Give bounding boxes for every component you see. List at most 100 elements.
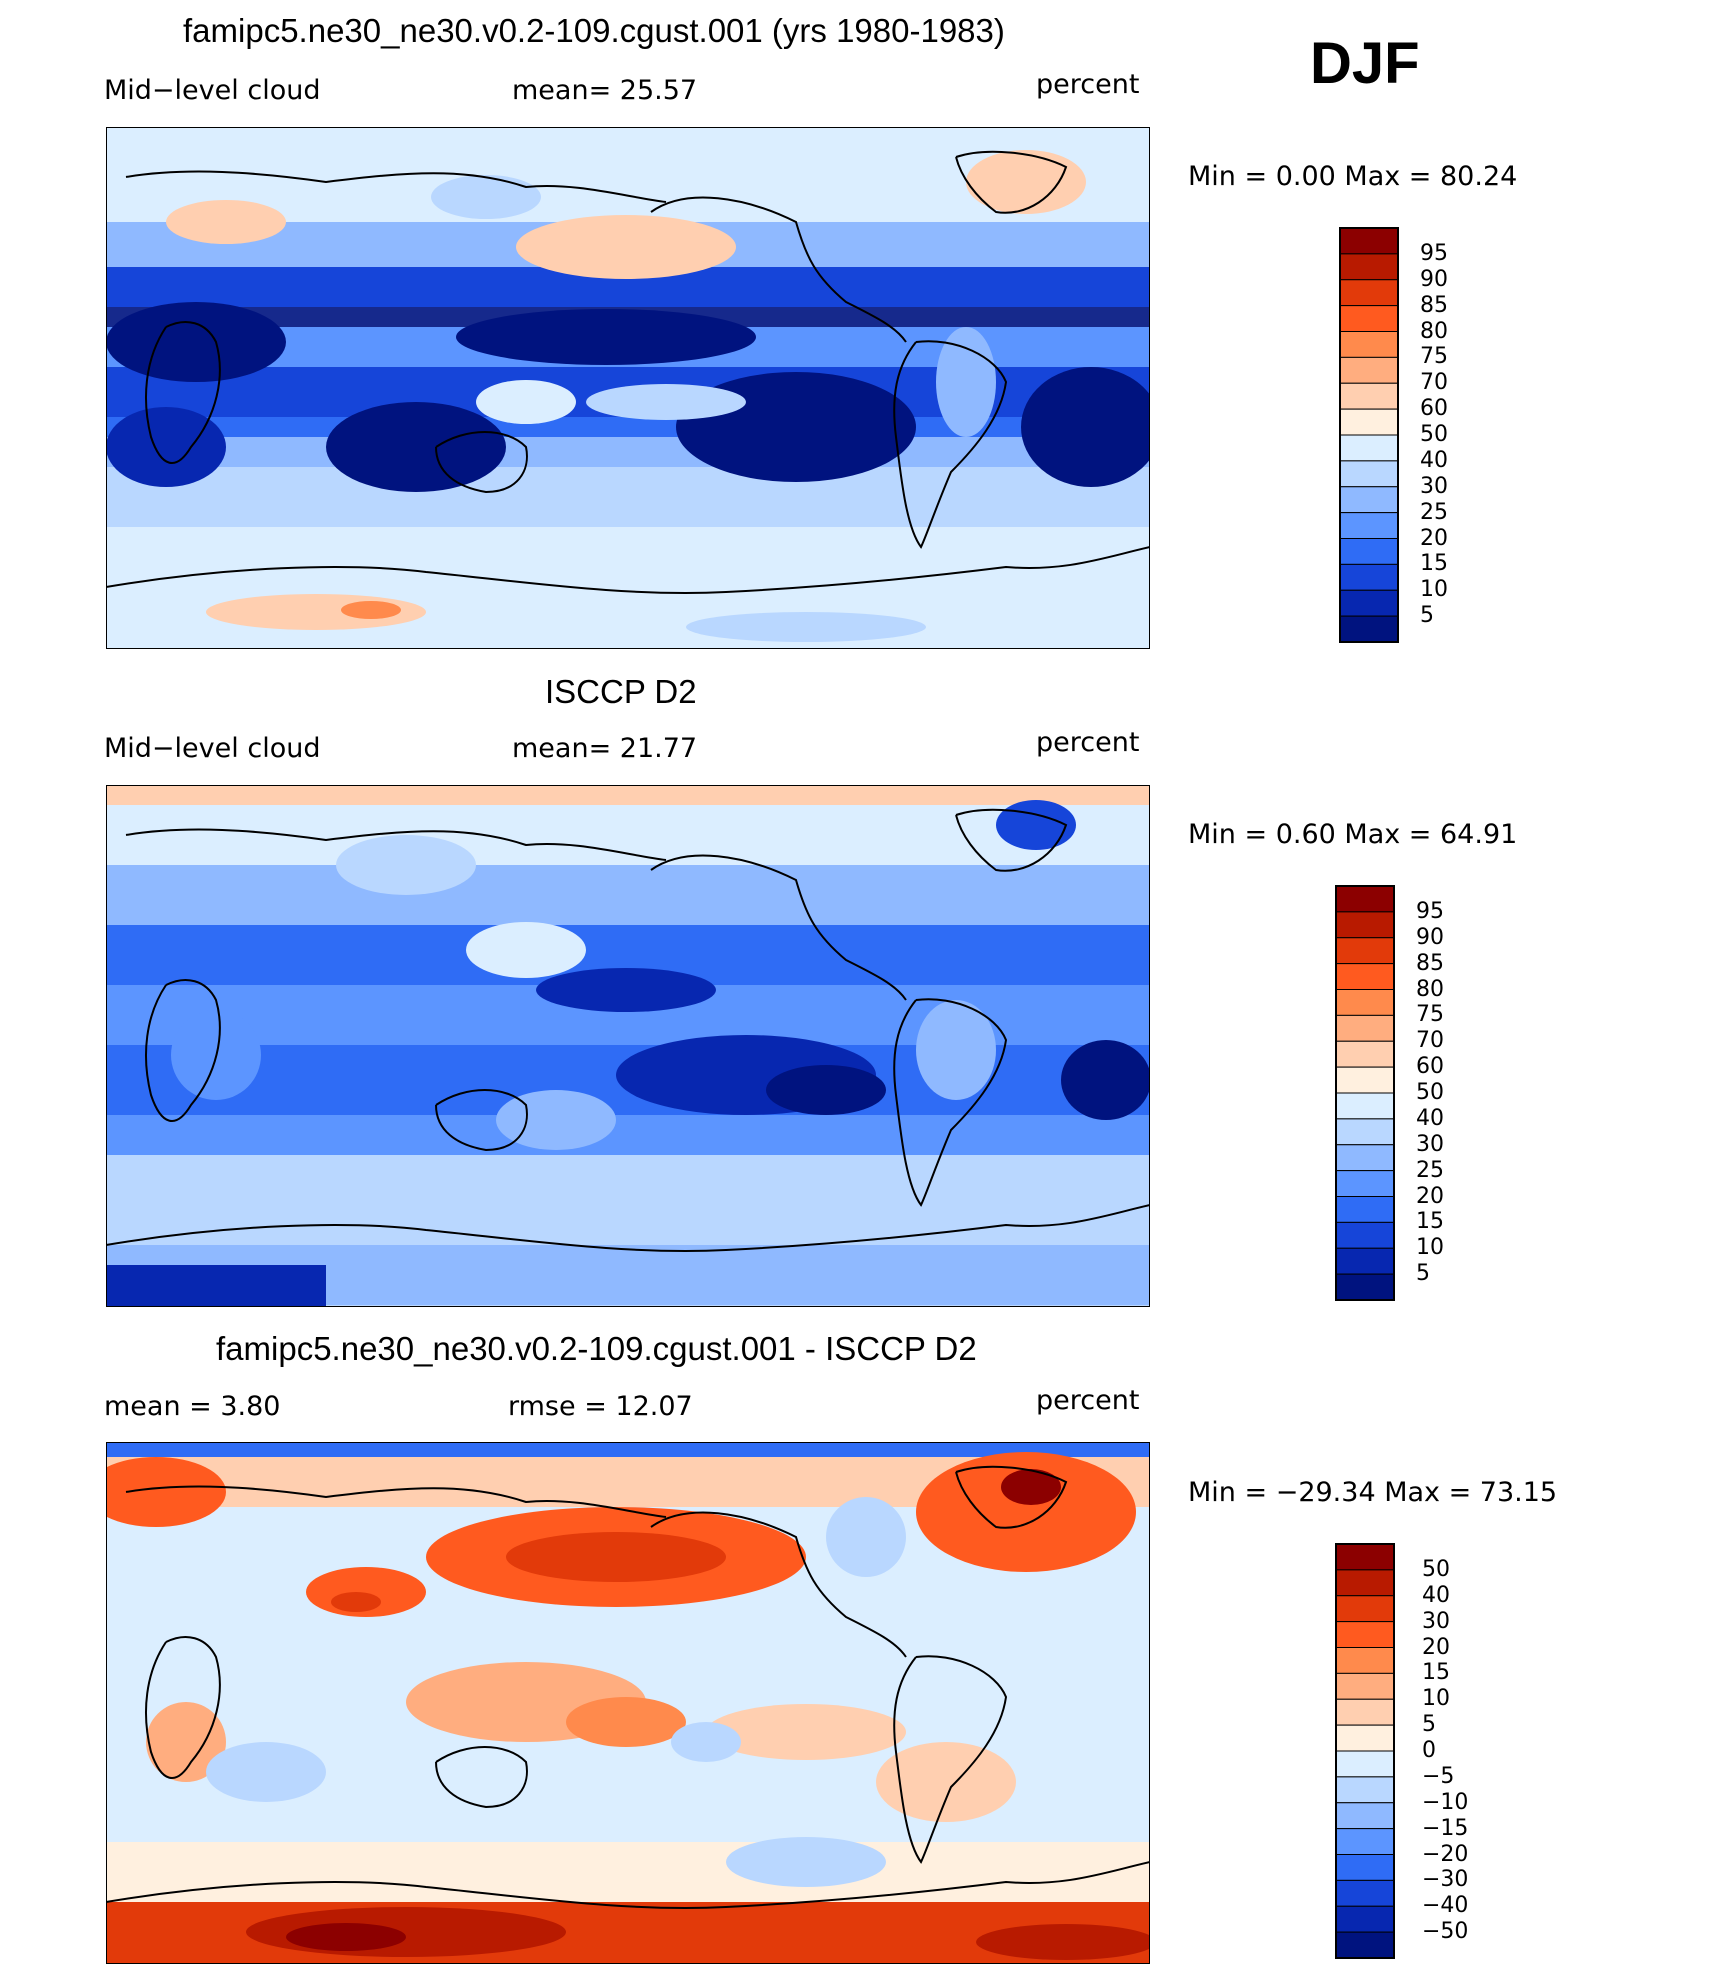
colorbar-tick-label: 10: [1416, 1235, 1444, 1261]
colorbar-tick-label: 80: [1420, 318, 1448, 344]
colorbar-swatch: [1335, 1647, 1395, 1674]
panel-2-title: ISCCP D2: [545, 673, 697, 710]
panel-1-colorbar: [1339, 227, 1399, 643]
colorbar-swatch: [1335, 1221, 1395, 1249]
colorbar-tick-label: 5: [1416, 1261, 1430, 1287]
colorbar-tick-label: 75: [1416, 1002, 1444, 1028]
colorbar-tick-label: 30: [1416, 1131, 1444, 1157]
colorbar-tick-label: −20: [1422, 1841, 1469, 1867]
colorbar-tick-label: 20: [1416, 1183, 1444, 1209]
colorbar-swatch: [1339, 434, 1399, 462]
colorbar-swatch: [1335, 1621, 1395, 1648]
panel-2-minmax-label: Min = 0.60 Max = 64.91: [1188, 819, 1518, 850]
colorbar-swatch: [1339, 382, 1399, 410]
colorbar-tick-label: 15: [1416, 1209, 1444, 1235]
colorbar-swatch: [1335, 1931, 1395, 1959]
season-label: DJF: [1310, 31, 1420, 96]
panel-3-title: famipc5.ne30_ne30.v0.2-109.cgust.001 - I…: [216, 1330, 977, 1367]
panel-1-left-label: Mid−level cloud: [104, 75, 321, 106]
colorbar-tick-label: 10: [1422, 1686, 1450, 1712]
colorbar-swatch: [1335, 1092, 1395, 1120]
colorbar-swatch: [1339, 356, 1399, 384]
colorbar-tick-label: 60: [1420, 396, 1448, 422]
panel-1-minmax-label: Min = 0.00 Max = 80.24: [1188, 161, 1518, 192]
colorbar-swatch: [1335, 1879, 1395, 1907]
colorbar-tick-label: 90: [1420, 266, 1448, 292]
colorbar-swatch: [1339, 331, 1399, 358]
colorbar-tick-label: 80: [1416, 976, 1444, 1002]
panel-3-mean-label: mean = 3.80: [104, 1391, 281, 1422]
colorbar-tick-label: 70: [1420, 370, 1448, 396]
colorbar-swatch: [1335, 1144, 1395, 1172]
colorbar-tick-label: 25: [1416, 1157, 1444, 1183]
colorbar-tick-label: 30: [1420, 473, 1448, 499]
colorbar-swatch: [1339, 227, 1399, 255]
colorbar-frame: [1335, 885, 1395, 1301]
colorbar-tick-label: 5: [1420, 603, 1434, 629]
panel-3-colorbar-ticks: 50 40 30 20 15 10 5 0 −5 −10 −15 −20 −30 −40 −50: [1422, 1544, 1502, 1958]
colorbar-swatch: [1335, 1543, 1395, 1571]
colorbar-tick-label: 90: [1416, 924, 1444, 950]
colorbar-swatch: [1335, 911, 1395, 939]
colorbar-tick-label: 20: [1422, 1634, 1450, 1660]
colorbar-swatch: [1339, 615, 1399, 643]
colorbar-tick-label: 85: [1416, 950, 1444, 976]
colorbar-swatch: [1335, 1170, 1395, 1197]
colorbar-swatch: [1339, 512, 1399, 539]
colorbar-swatch: [1335, 1595, 1395, 1623]
colorbar-frame: [1335, 1543, 1395, 1959]
panel-3-rmse-label: rmse = 12.07: [508, 1391, 693, 1422]
colorbar-swatch: [1339, 253, 1399, 281]
colorbar-swatch: [1339, 486, 1399, 514]
colorbar-tick-label: 50: [1420, 422, 1448, 447]
colorbar-swatch: [1335, 1750, 1395, 1778]
colorbar-tick-label: 95: [1420, 240, 1448, 266]
colorbar-tick-label: −40: [1422, 1893, 1469, 1919]
colorbar-tick-label: 95: [1416, 898, 1444, 924]
panel-2-left-label: Mid−level cloud: [104, 733, 321, 764]
colorbar-swatch: [1339, 408, 1399, 436]
colorbar-tick-label: 50: [1416, 1080, 1444, 1105]
colorbar-swatch: [1335, 1014, 1395, 1042]
colorbar-frame: [1339, 227, 1399, 643]
colorbar-tick-label: −5: [1422, 1763, 1455, 1789]
panel-2-colorbar: [1335, 885, 1395, 1301]
colorbar-tick-label: 85: [1420, 292, 1448, 318]
colorbar-swatch: [1339, 279, 1399, 307]
panel-2-units-label: percent: [1036, 727, 1140, 758]
colorbar-tick-label: 40: [1416, 1105, 1444, 1131]
colorbar-swatch: [1335, 1802, 1395, 1830]
colorbar-swatch: [1335, 1569, 1395, 1597]
colorbar-tick-label: 30: [1422, 1608, 1450, 1634]
panel-3-colorbar: [1335, 1543, 1395, 1959]
panel-3-map: [106, 1442, 1150, 1964]
panel-3-minmax-label: Min = −29.34 Max = 73.15: [1188, 1477, 1558, 1508]
colorbar-swatch: [1335, 1672, 1395, 1700]
colorbar-swatch: [1335, 1905, 1395, 1933]
panel-1-units-label: percent: [1036, 69, 1140, 100]
colorbar-swatch: [1335, 1776, 1395, 1804]
colorbar-tick-label: −30: [1422, 1867, 1469, 1893]
colorbar-swatch: [1335, 1698, 1395, 1726]
colorbar-tick-label: 50: [1422, 1556, 1450, 1582]
colorbar-swatch: [1335, 885, 1395, 913]
panel-2-colorbar-ticks: 95 90 85 80 75 70 60 50 40 30 25 20 15 10 5: [1416, 886, 1476, 1300]
colorbar-swatch: [1335, 1066, 1395, 1094]
colorbar-swatch: [1335, 1118, 1395, 1146]
colorbar-swatch: [1339, 460, 1399, 488]
panel-1-colorbar-ticks: 95 90 85 80 75 70 60 50 40 30 25 20 15 10 5: [1420, 228, 1480, 642]
colorbar-tick-label: 40: [1420, 447, 1448, 473]
colorbar-swatch: [1339, 589, 1399, 617]
colorbar-tick-label: −50: [1422, 1919, 1469, 1945]
colorbar-swatch: [1335, 1854, 1395, 1881]
colorbar-tick-label: 0: [1422, 1738, 1436, 1763]
colorbar-swatch: [1339, 538, 1399, 565]
panel-1-map: [106, 127, 1150, 649]
colorbar-swatch: [1335, 1247, 1395, 1275]
colorbar-swatch: [1335, 963, 1395, 990]
colorbar-swatch: [1335, 1040, 1395, 1068]
colorbar-tick-label: 15: [1422, 1660, 1450, 1686]
colorbar-swatch: [1339, 563, 1399, 591]
colorbar-swatch: [1335, 1196, 1395, 1223]
colorbar-tick-label: 5: [1422, 1712, 1436, 1738]
